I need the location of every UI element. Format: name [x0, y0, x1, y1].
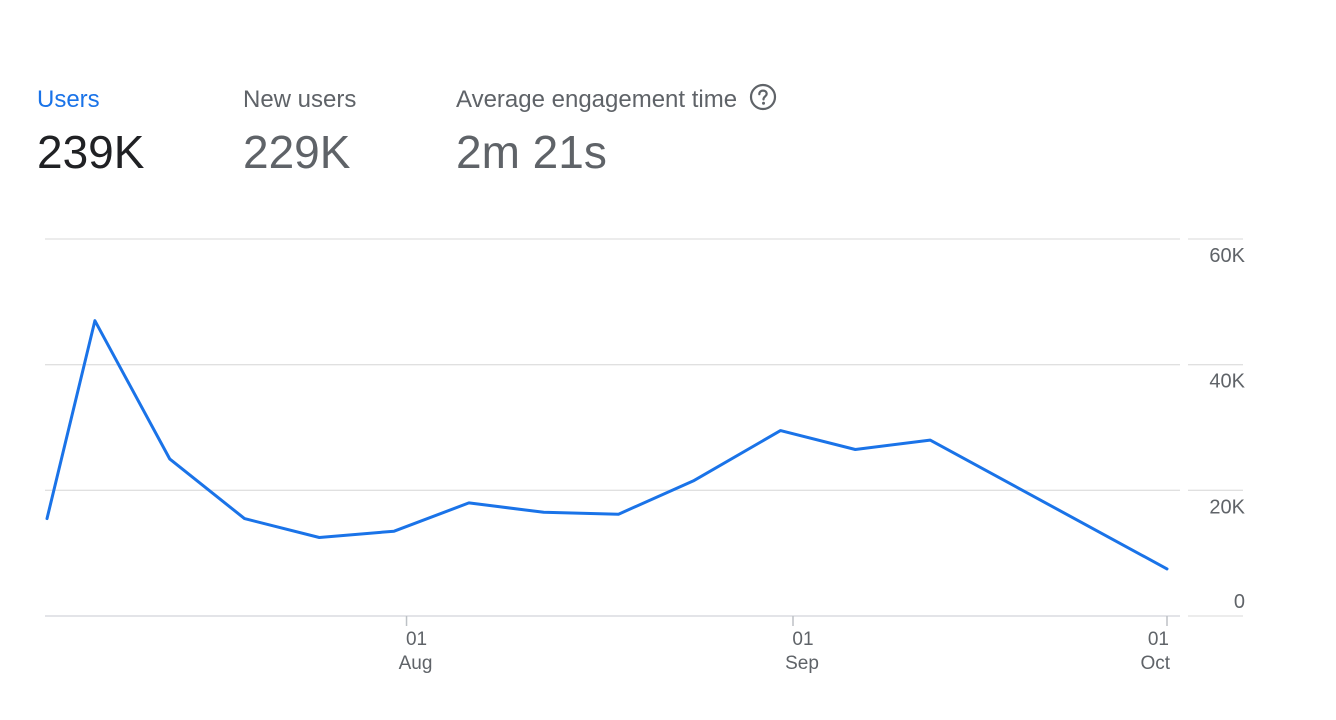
y-tick-label-2: 40K — [1209, 371, 1245, 393]
users-line-chart: 0 20K 40K 60K 01 Aug 01 Sep 01 Oct — [45, 238, 1246, 674]
metrics-row: Users 239K New users 229K Average engage… — [0, 0, 1336, 200]
y-tick-label-1: 20K — [1209, 496, 1245, 518]
help-circle-icon[interactable] — [749, 83, 777, 111]
metric-new-users[interactable]: New users 229K — [243, 84, 356, 180]
y-tick-label-0: 0 — [1234, 591, 1245, 613]
x-tick-month-2: Oct — [1140, 653, 1170, 674]
metric-avg-engagement[interactable]: Average engagement time 2m 21s — [456, 83, 777, 180]
metric-new-users-value: 229K — [243, 126, 351, 178]
x-tick-month-0: Aug — [399, 653, 433, 674]
metric-avg-engagement-label-row: Average engagement time — [456, 83, 777, 116]
x-tick-day-0: 01 — [406, 629, 427, 650]
metric-users-label: Users — [37, 86, 100, 113]
metric-users[interactable]: Users 239K — [37, 84, 144, 180]
x-tick-month-1: Sep — [785, 653, 819, 674]
metric-users-value: 239K — [37, 126, 145, 178]
x-tick-day-1: 01 — [792, 629, 813, 650]
series-line-0 — [45, 319, 1169, 571]
metric-avg-engagement-label: Average engagement time — [456, 86, 738, 113]
metric-new-users-label: New users — [243, 86, 357, 113]
y-tick-label-3: 60K — [1209, 245, 1245, 267]
metric-avg-engagement-value: 2m 21s — [456, 126, 607, 178]
x-tick-day-2: 01 — [1148, 629, 1169, 650]
